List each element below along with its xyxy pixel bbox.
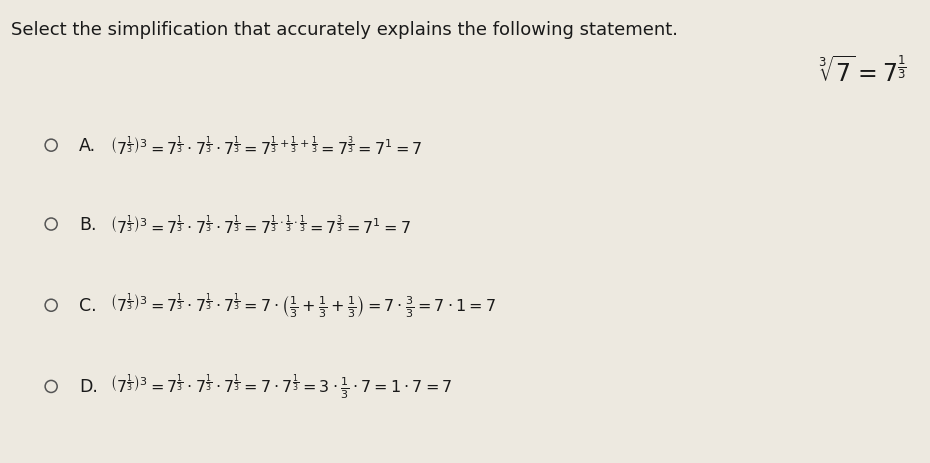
Text: B.: B. bbox=[79, 216, 97, 233]
Text: D.: D. bbox=[79, 378, 98, 395]
Text: $\left(7^{\frac{1}{3}}\right)^{3} = 7^{\frac{1}{3}} \cdot 7^{\frac{1}{3}} \cdot : $\left(7^{\frac{1}{3}}\right)^{3} = 7^{\… bbox=[110, 134, 422, 157]
Text: C.: C. bbox=[79, 297, 97, 314]
Text: $\sqrt[3]{7} = 7^{\frac{1}{3}}$: $\sqrt[3]{7} = 7^{\frac{1}{3}}$ bbox=[818, 56, 907, 87]
Text: $\left(7^{\frac{1}{3}}\right)^{3} = 7^{\frac{1}{3}} \cdot 7^{\frac{1}{3}} \cdot : $\left(7^{\frac{1}{3}}\right)^{3} = 7^{\… bbox=[110, 372, 452, 401]
Text: Select the simplification that accurately explains the following statement.: Select the simplification that accuratel… bbox=[11, 21, 678, 39]
Text: A.: A. bbox=[79, 137, 96, 155]
Text: $\left(7^{\frac{1}{3}}\right)^{3} = 7^{\frac{1}{3}} \cdot 7^{\frac{1}{3}} \cdot : $\left(7^{\frac{1}{3}}\right)^{3} = 7^{\… bbox=[110, 291, 496, 320]
Text: $\left(7^{\frac{1}{3}}\right)^{3} = 7^{\frac{1}{3}} \cdot 7^{\frac{1}{3}} \cdot : $\left(7^{\frac{1}{3}}\right)^{3} = 7^{\… bbox=[110, 213, 411, 236]
